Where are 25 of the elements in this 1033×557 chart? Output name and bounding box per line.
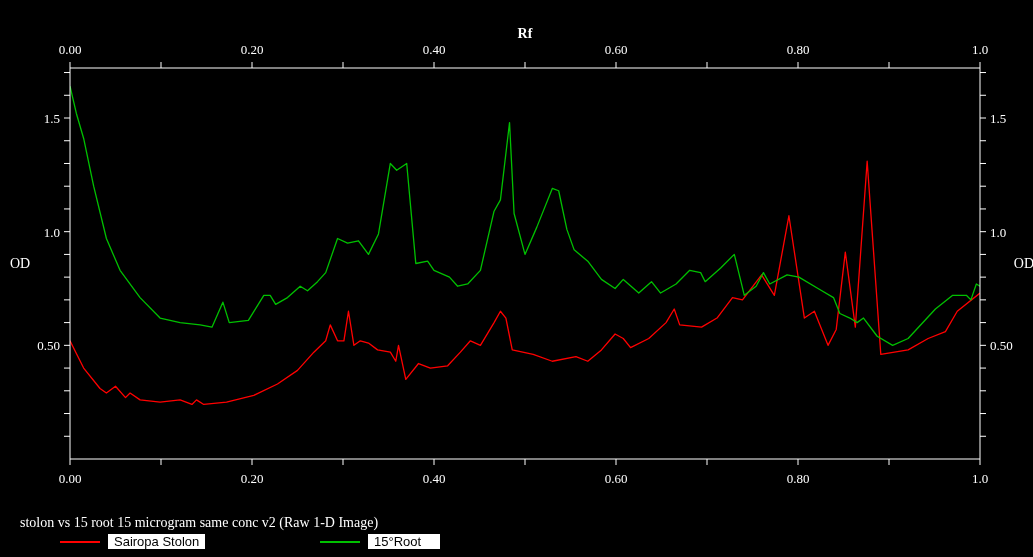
y-tick-label: 0.50 [37,338,60,354]
line-series [70,160,980,406]
x-tick-label: 0.60 [604,42,628,57]
y2-tick-label: 0.50 [990,338,1013,354]
x2-tick-label: 1.0 [971,471,989,486]
x-tick-label: 0.20 [240,42,264,57]
x2-axis-title: Rf [517,25,533,41]
text: stolon vs 15 root 15 microgram same conc v2 (Raw 1-D Image) [20,515,379,531]
y-axis-title: OD [10,256,31,272]
legend-label: 15°Root [368,534,440,549]
x-tick-label: 0.00 [58,42,82,57]
x-tick-label: 0.80 [786,42,810,57]
x2-tick-label: 0.00 [58,471,82,486]
x2-tick-label: 0.60 [604,471,628,486]
x-tick-label: 1.0 [971,42,989,57]
legend-label: Sairopa Stolon [108,534,206,549]
x2-tick-label: 0.20 [240,471,264,486]
y2-tick-label: 1.5 [990,111,1007,127]
x2-tick-label: 0.80 [786,471,810,486]
x-tick-label: 0.40 [422,42,446,57]
x2-tick-label: 0.40 [422,471,446,486]
y-tick-label: 1.5 [43,111,60,127]
y-tick-label: 1.0 [43,224,60,240]
y2-axis-title: OD [1013,256,1033,272]
y2-tick-label: 1.0 [990,224,1007,240]
